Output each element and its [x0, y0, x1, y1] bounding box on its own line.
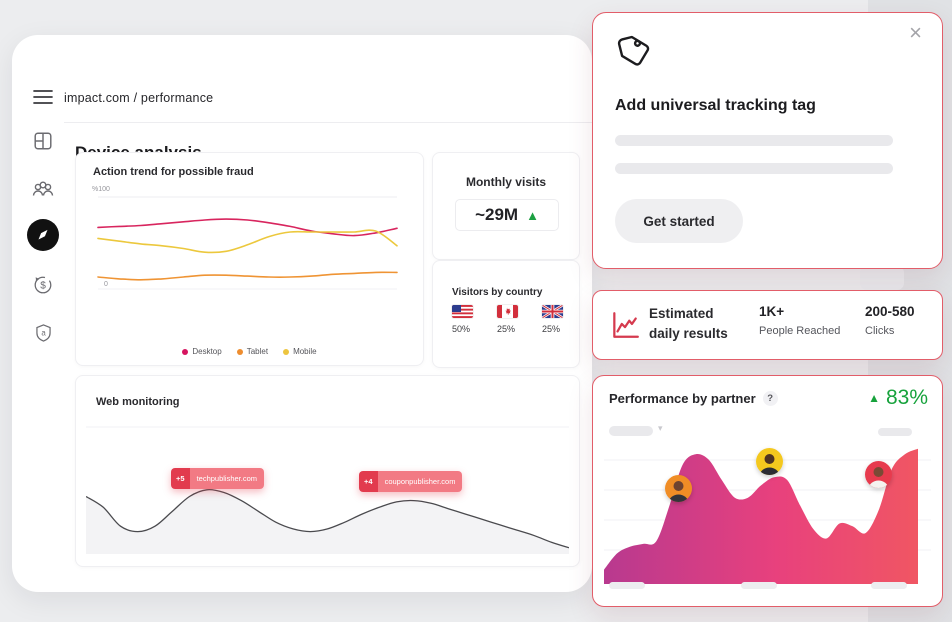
legend-item-mobile: Mobile [283, 347, 317, 356]
y-axis-zero-label: 0 [104, 281, 108, 288]
help-icon[interactable]: ? [762, 391, 778, 406]
country-share: 25% [542, 324, 561, 334]
monthly-visits-value-box: ~29M ▲ [455, 199, 559, 231]
header-divider [64, 122, 592, 123]
x-axis-label-skeleton [871, 582, 907, 589]
stat-people-reached: 1K+ People Reached [759, 304, 840, 337]
chevron-down-icon[interactable]: ▾ [658, 423, 663, 433]
country-ca: 25% [497, 305, 521, 334]
performance-title-row: Performance by partner ? [609, 391, 778, 406]
layout-grid-icon [34, 132, 52, 150]
tracking-tag-heading: Add universal tracking tag [615, 97, 816, 114]
estimated-results-title: Estimated daily results [649, 304, 728, 343]
background-tab [860, 266, 904, 290]
compass-icon [38, 229, 48, 240]
partner-avatar [756, 448, 783, 475]
badge-domain: techpublisher.com [189, 468, 265, 489]
sidebar-item-discover[interactable] [27, 219, 59, 251]
partner-avatar [865, 461, 892, 488]
legend-label: Mobile [293, 347, 317, 356]
performance-change-value: 83% [885, 386, 928, 409]
visitors-title: Visitors by country [452, 287, 543, 298]
filter-pill-skeleton[interactable] [878, 428, 912, 436]
sidebar-item-finance[interactable]: $ [28, 270, 58, 300]
svg-text:$: $ [40, 281, 46, 292]
monthly-visits-title: Monthly visits [465, 175, 546, 189]
avatar-photo [865, 461, 892, 488]
badge-delta: +4 [359, 471, 378, 492]
dashboard-window: $ a impact.com / performance Device anal… [12, 35, 592, 592]
estimated-title-line1: Estimated [649, 306, 714, 321]
stat-value: 200-580 [865, 304, 915, 319]
trend-up-icon: ▲ [868, 391, 880, 405]
partner-avatar [665, 475, 692, 502]
web-monitoring-chart [86, 426, 569, 554]
people-group-icon [32, 181, 54, 196]
visitors-by-country-card: Visitors by country 50% 25% 25% [432, 260, 580, 368]
estimated-title-line2: daily results [649, 325, 728, 341]
desktop-dot-icon [182, 348, 189, 355]
avatar-photo [665, 475, 692, 502]
tablet-dot-icon [236, 348, 243, 355]
country-us: 50% [452, 305, 476, 334]
svg-text:a: a [41, 329, 46, 338]
close-icon[interactable]: × [903, 19, 928, 47]
monthly-visits-value: ~29M [475, 205, 519, 224]
chart-legend: Desktop Tablet Mobile [76, 347, 423, 356]
get-started-button[interactable]: Get started [615, 199, 743, 243]
legend-label: Desktop [192, 347, 222, 356]
web-monitoring-title: Web monitoring [96, 396, 180, 408]
monthly-visits-card: Monthly visits ~29M ▲ [432, 152, 580, 260]
dollar-cycle-icon: $ [34, 276, 52, 294]
legend-label: Tablet [246, 347, 269, 356]
breadcrumb[interactable]: impact.com / performance [64, 91, 214, 105]
legend-item-desktop: Desktop [182, 347, 222, 356]
skeleton-text-line [615, 163, 893, 174]
performance-title: Performance by partner [609, 391, 756, 406]
sidebar-item-partners[interactable] [28, 174, 58, 204]
line-chart-icon [613, 312, 639, 338]
y-axis-max-label: %100 [92, 186, 110, 193]
hamburger-icon [33, 90, 53, 104]
sidebar: $ a [12, 35, 64, 592]
avatar-photo [756, 448, 783, 475]
x-axis-label-skeleton [609, 582, 645, 589]
sidebar-item-menu[interactable] [28, 82, 58, 112]
x-axis-label-skeleton [741, 582, 777, 589]
uk-flag-icon [542, 305, 563, 318]
monitoring-badge: +4 couponpublisher.com [359, 471, 463, 492]
web-monitoring-card: Web monitoring +5 techpublisher.com +4 c… [75, 375, 580, 567]
us-flag-icon [452, 305, 473, 318]
country-uk: 25% [542, 305, 566, 334]
skeleton-text-line [615, 135, 893, 146]
mobile-dot-icon [283, 348, 290, 355]
performance-by-partner-card: Performance by partner ? ▲ 83% ▾ [592, 375, 943, 607]
filter-dropdown-skeleton[interactable] [609, 426, 653, 436]
device-trend-chart [97, 196, 398, 290]
sidebar-item-security[interactable]: a [28, 318, 58, 348]
badge-delta: +5 [171, 468, 190, 489]
canada-flag-icon [497, 305, 518, 318]
price-tag-icon [617, 35, 650, 66]
badge-domain: couponpublisher.com [377, 471, 463, 492]
stat-label: People Reached [759, 325, 841, 337]
shield-icon: a [35, 324, 51, 342]
country-share: 50% [452, 324, 471, 334]
stat-value: 1K+ [759, 304, 785, 319]
device-trend-card: Action trend for possible fraud %100 0 D… [75, 152, 424, 366]
legend-item-tablet: Tablet [236, 347, 269, 356]
monitoring-badge: +5 techpublisher.com [171, 468, 265, 489]
stat-label: Clicks [865, 325, 895, 337]
device-trend-title: Action trend for possible fraud [93, 166, 254, 178]
stat-clicks: 200-580 Clicks [865, 304, 915, 337]
sidebar-item-dashboard[interactable] [28, 126, 58, 156]
performance-change: ▲ 83% [868, 386, 928, 410]
trend-up-icon: ▲ [526, 207, 539, 223]
estimated-daily-results-card: Estimated daily results 1K+ People Reach… [592, 290, 943, 360]
country-share: 25% [497, 324, 516, 334]
tracking-tag-card: × Add universal tracking tag Get started [592, 12, 943, 269]
